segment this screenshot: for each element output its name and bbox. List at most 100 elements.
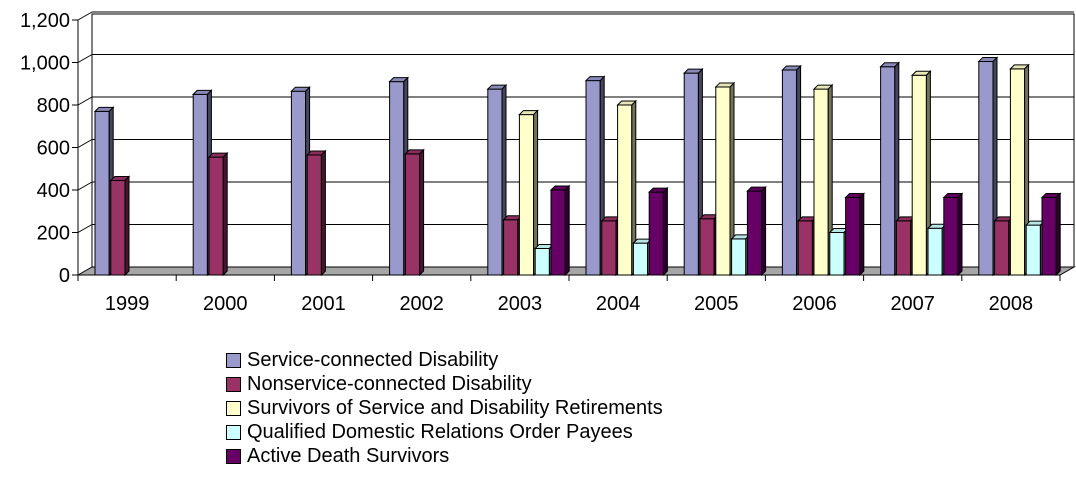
gridline-side [77, 96, 93, 106]
legend-swatch [226, 448, 241, 464]
legend-item: Service-connected Disability [226, 348, 663, 372]
bar [812, 83, 834, 277]
bar-front [632, 242, 649, 276]
bar-side [124, 175, 130, 277]
legend-swatch [226, 400, 241, 416]
bar-front [503, 219, 519, 276]
bar-front [585, 80, 601, 276]
bar-front [813, 88, 829, 276]
bar-side [859, 192, 865, 277]
bar-chart: 0 200 400 600 800 1,000 1,200 1999 2000 2001 2002 2… [20, 10, 1076, 315]
gridline-side [77, 11, 93, 21]
bar-front [731, 238, 747, 276]
y-tick-label: 200 [37, 223, 70, 245]
y-tick-label: 1,200 [20, 10, 70, 32]
bar-front [534, 247, 550, 276]
x-tick-label: 1999 [105, 293, 150, 315]
bar-front [781, 69, 798, 276]
x-tick-label: 2000 [203, 293, 248, 315]
x-tick-label: 2004 [596, 293, 641, 315]
y-tick-label: 800 [37, 95, 70, 117]
x-tick-label: 2006 [792, 293, 837, 315]
bar [1040, 192, 1062, 277]
bar [549, 184, 571, 277]
bar [746, 185, 767, 277]
bar-side [419, 148, 425, 277]
bar-front [927, 227, 943, 276]
bar [518, 109, 539, 277]
bar-front [1009, 68, 1026, 276]
bar [844, 192, 866, 277]
gridline-side [77, 181, 93, 191]
bar-front [110, 179, 126, 276]
y-tick-label: 400 [37, 180, 70, 202]
y-tick-label: 1,000 [20, 53, 70, 75]
legend-item: Active Death Survivors [226, 444, 663, 468]
bar-front [404, 153, 421, 276]
legend: Service-connected Disability Nonservice-c… [226, 348, 663, 468]
legend-item: Nonservice-connected Disability [226, 372, 663, 396]
legend-item: Qualified Domestic Relations Order Payee… [226, 420, 663, 444]
legend-swatch [226, 352, 241, 368]
legend-swatch [226, 376, 241, 392]
bar-front [487, 88, 503, 276]
bar-front [192, 93, 208, 276]
bar-side [1055, 192, 1061, 277]
bar-front [699, 218, 715, 276]
bar-front [911, 74, 927, 276]
bar-front [1025, 224, 1041, 276]
bar [207, 151, 229, 277]
bar-side [761, 185, 767, 277]
x-tick-label: 2001 [301, 293, 346, 315]
bar-front [601, 220, 617, 276]
legend-label: Service-connected Disability [247, 349, 499, 371]
bar [714, 81, 736, 277]
bar [1009, 63, 1030, 277]
y-tick-label: 600 [37, 138, 70, 160]
bar [926, 223, 948, 277]
bar-front [829, 232, 845, 276]
bar-front [518, 114, 535, 276]
axis-labels: 0 200 400 600 800 1,000 1,200 1999 2000 2001 2002 2… [20, 10, 1033, 315]
bar-side [662, 186, 668, 277]
bar-front [895, 220, 912, 276]
bar-side [957, 192, 963, 277]
bar-side [564, 184, 570, 277]
bar [305, 149, 327, 277]
x-tick-label: 2003 [498, 293, 543, 315]
bar-side [320, 149, 326, 277]
legend-label: Survivors of Service and Disability Reti… [247, 397, 663, 419]
x-tick-label: 2007 [890, 293, 935, 315]
gridline-side [77, 224, 93, 233]
bar-front [845, 196, 861, 276]
legend-label: Qualified Domestic Relations Order Payee… [247, 421, 633, 443]
bar-front [550, 189, 566, 276]
bar-front [943, 196, 959, 276]
bar [616, 99, 638, 277]
bar-front [994, 220, 1010, 276]
bar-front [648, 191, 664, 276]
bar-front [797, 220, 813, 276]
bar-front [208, 156, 224, 276]
gridline-side [77, 139, 93, 148]
legend-label: Active Death Survivors [247, 445, 450, 467]
x-tick-label: 2008 [989, 293, 1034, 315]
bar-front [746, 190, 763, 276]
bar-front [617, 104, 633, 276]
x-tick-label: 2005 [694, 293, 739, 315]
bar-front [1041, 196, 1057, 276]
bar-front [94, 110, 110, 276]
bar [647, 186, 669, 277]
bar [942, 192, 964, 277]
bar-front [389, 81, 405, 276]
x-tick-label: 2002 [399, 293, 444, 315]
bar [404, 148, 425, 277]
bars [93, 56, 1062, 277]
y-tick-label: 0 [59, 265, 70, 287]
bar-front [290, 90, 307, 276]
bar [910, 70, 932, 277]
legend-item: Survivors of Service and Disability Reti… [226, 396, 663, 420]
bar-side [222, 151, 228, 277]
bar-front [306, 154, 322, 276]
gridline-side [77, 54, 93, 63]
